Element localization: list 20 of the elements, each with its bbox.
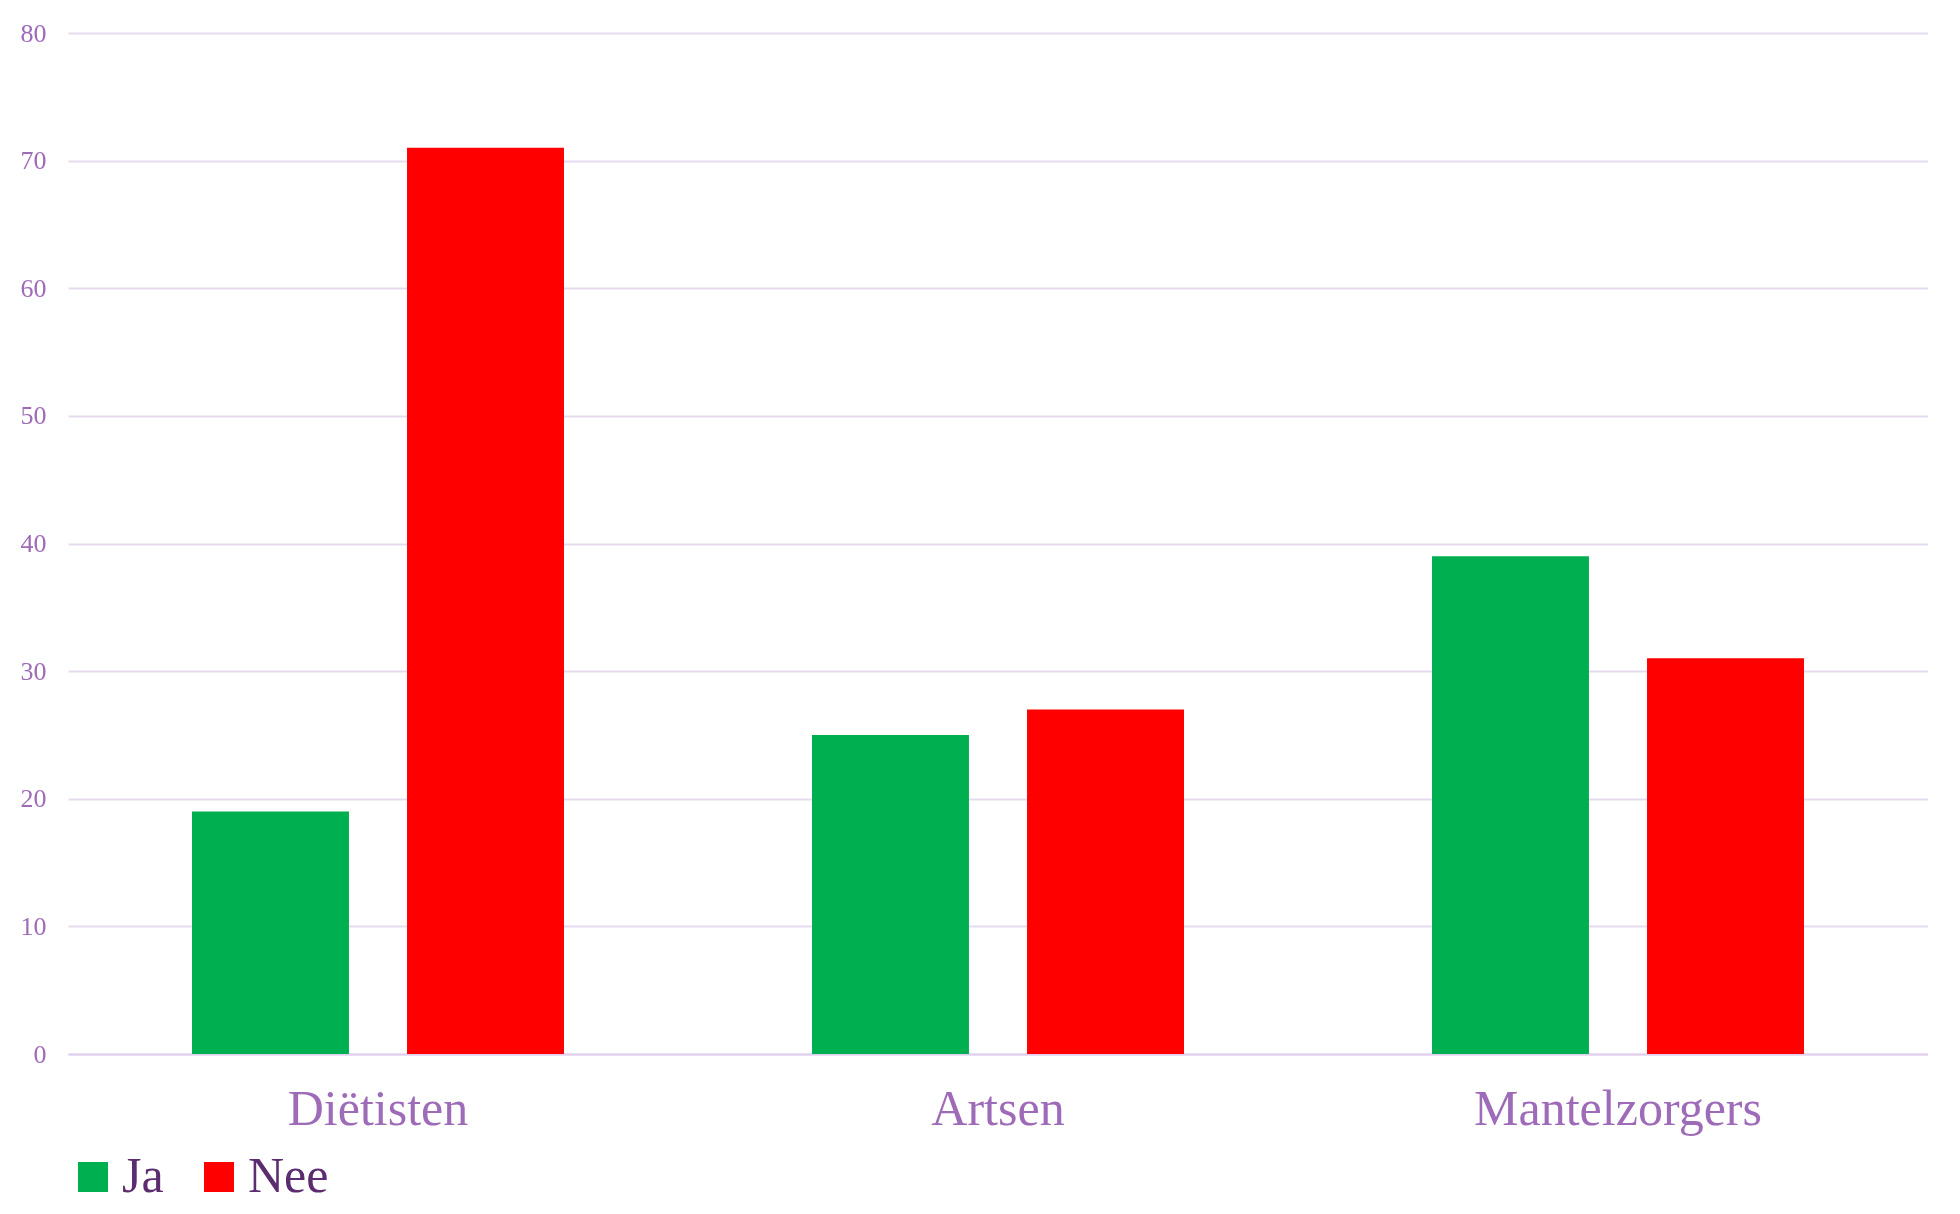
bar [812, 734, 969, 1054]
x-tick-label: Diëtisten [287, 1079, 469, 1136]
bar [1647, 658, 1804, 1054]
y-tick-label: 50 [20, 401, 47, 431]
y-tick-label: 30 [20, 656, 47, 686]
x-tick-label: Artsen [931, 1079, 1065, 1136]
y-tick-label: 0 [33, 1039, 47, 1069]
legend-label: Ja [122, 1147, 164, 1203]
y-tick-label: 40 [20, 529, 47, 558]
bar [192, 811, 349, 1054]
y-tick-label: 70 [20, 146, 47, 176]
legend-label: Nee [248, 1147, 329, 1203]
y-tick-label: 20 [20, 784, 47, 814]
bar [1432, 556, 1589, 1054]
bar [407, 147, 564, 1054]
bar [1027, 709, 1184, 1054]
y-tick-label: 10 [20, 911, 47, 941]
y-tick-label: 80 [20, 18, 47, 48]
y-tick-label: 60 [20, 273, 47, 303]
x-tick-label: Mantelzorgers [1474, 1079, 1762, 1136]
